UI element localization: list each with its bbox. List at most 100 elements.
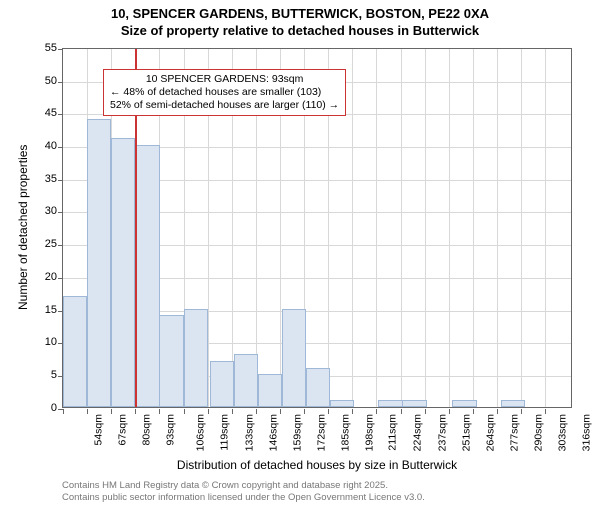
gridline-v — [545, 49, 546, 407]
ytick-label: 40 — [27, 140, 57, 152]
xtick-mark — [63, 409, 64, 414]
gridline-v — [473, 49, 474, 407]
x-axis-label: Distribution of detached houses by size … — [62, 458, 572, 472]
ytick-mark — [58, 147, 63, 148]
chart-title: 10, SPENCER GARDENS, BUTTERWICK, BOSTON,… — [0, 6, 600, 40]
histogram-bar — [87, 119, 111, 407]
ytick-label: 55 — [27, 42, 57, 54]
ytick-label: 15 — [27, 304, 57, 316]
histogram-bar — [63, 296, 87, 407]
gridline-v — [401, 49, 402, 407]
xtick-mark — [352, 409, 353, 414]
ytick-mark — [58, 82, 63, 83]
xtick-label: 106sqm — [195, 414, 207, 451]
xtick-mark — [184, 409, 185, 414]
xtick-label: 185sqm — [339, 414, 351, 451]
ytick-mark — [58, 114, 63, 115]
xtick-label: 277sqm — [508, 414, 520, 451]
xtick-label: 80sqm — [141, 414, 153, 446]
histogram-bar — [258, 374, 282, 407]
title-line2: Size of property relative to detached ho… — [121, 23, 479, 38]
annotation-line1: 10 SPENCER GARDENS: 93sqm — [110, 73, 339, 86]
footer-line1: Contains HM Land Registry data © Crown c… — [62, 480, 388, 491]
ytick-mark — [58, 180, 63, 181]
histogram-bar — [159, 315, 183, 407]
xtick-label: 119sqm — [218, 414, 230, 451]
xtick-mark — [473, 409, 474, 414]
ytick-label: 10 — [27, 336, 57, 348]
title-line1: 10, SPENCER GARDENS, BUTTERWICK, BOSTON,… — [111, 6, 489, 21]
xtick-label: 251sqm — [460, 414, 472, 451]
xtick-mark — [328, 409, 329, 414]
histogram-bar — [306, 368, 330, 407]
ytick-label: 30 — [27, 205, 57, 217]
ytick-mark — [58, 245, 63, 246]
xtick-label: 93sqm — [165, 414, 177, 446]
xtick-label: 224sqm — [412, 414, 424, 451]
histogram-bar — [135, 145, 159, 407]
ytick-label: 5 — [27, 369, 57, 381]
ytick-label: 50 — [27, 75, 57, 87]
y-axis-label: Number of detached properties — [16, 145, 30, 310]
xtick-label: 146sqm — [267, 414, 279, 451]
xtick-label: 172sqm — [315, 414, 327, 451]
xtick-mark — [159, 409, 160, 414]
ytick-label: 35 — [27, 173, 57, 185]
xtick-mark — [208, 409, 209, 414]
histogram-bar — [282, 309, 306, 407]
histogram-bar — [234, 354, 258, 406]
xtick-label: 159sqm — [291, 414, 303, 451]
annotation-box: 10 SPENCER GARDENS: 93sqm← 48% of detach… — [103, 69, 346, 116]
xtick-mark — [425, 409, 426, 414]
histogram-bar — [210, 361, 234, 407]
footer: Contains HM Land Registry data © Crown c… — [62, 480, 600, 505]
ytick-label: 20 — [27, 271, 57, 283]
xtick-mark — [232, 409, 233, 414]
gridline-v — [449, 49, 450, 407]
histogram-bar — [402, 400, 426, 407]
xtick-mark — [521, 409, 522, 414]
gridline-v — [352, 49, 353, 407]
histogram-bar — [501, 400, 525, 407]
gridline-v — [425, 49, 426, 407]
xtick-mark — [304, 409, 305, 414]
xtick-mark — [545, 409, 546, 414]
gridline-v — [497, 49, 498, 407]
xtick-label: 211sqm — [387, 414, 399, 451]
xtick-mark — [111, 409, 112, 414]
xtick-label: 264sqm — [484, 414, 496, 451]
xtick-mark — [87, 409, 88, 414]
histogram-bar — [452, 400, 476, 407]
ytick-label: 45 — [27, 107, 57, 119]
gridline-v — [376, 49, 377, 407]
xtick-label: 237sqm — [436, 414, 448, 451]
xtick-label: 54sqm — [93, 414, 105, 446]
ytick-mark — [58, 212, 63, 213]
xtick-mark — [449, 409, 450, 414]
xtick-label: 198sqm — [364, 414, 376, 451]
xtick-mark — [376, 409, 377, 414]
ytick-label: 0 — [27, 402, 57, 414]
xtick-mark — [135, 409, 136, 414]
xtick-label: 67sqm — [117, 414, 129, 446]
ytick-label: 25 — [27, 238, 57, 250]
ytick-mark — [58, 49, 63, 50]
xtick-mark — [256, 409, 257, 414]
histogram-bar — [378, 400, 402, 407]
annotation-line3: 52% of semi-detached houses are larger (… — [110, 99, 339, 112]
xtick-mark — [401, 409, 402, 414]
histogram-bar — [184, 309, 208, 407]
plot-area: 54sqm67sqm80sqm93sqm106sqm119sqm133sqm14… — [62, 48, 572, 408]
gridline-v — [521, 49, 522, 407]
xtick-label: 316sqm — [581, 414, 593, 451]
xtick-mark — [497, 409, 498, 414]
chart-container: 54sqm67sqm80sqm93sqm106sqm119sqm133sqm14… — [62, 48, 572, 408]
xtick-mark — [280, 409, 281, 414]
xtick-label: 133sqm — [243, 414, 255, 451]
xtick-label: 290sqm — [532, 414, 544, 451]
footer-line2: Contains public sector information licen… — [62, 492, 425, 503]
annotation-line2: ← 48% of detached houses are smaller (10… — [110, 86, 339, 99]
histogram-bar — [111, 138, 135, 406]
xtick-label: 303sqm — [556, 414, 568, 451]
histogram-bar — [330, 400, 354, 407]
